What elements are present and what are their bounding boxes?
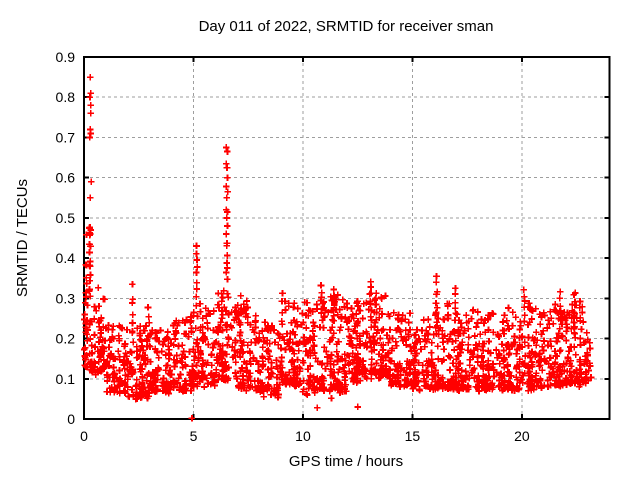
data-points [80, 73, 595, 422]
plot-border [83, 56, 611, 420]
svg-text:0: 0 [80, 428, 88, 444]
x-axis-label: GPS time / hours [289, 453, 403, 470]
svg-text:0.8: 0.8 [56, 89, 76, 105]
svg-text:5: 5 [190, 428, 198, 444]
svg-text:0: 0 [67, 411, 75, 427]
svg-text:15: 15 [405, 428, 421, 444]
svg-text:0.3: 0.3 [56, 290, 76, 306]
tick-labels: 0 5 10 15 20 0 0.1 0.2 0.3 0.4 0.5 0.6 0.7 0.8 0.9 [56, 49, 530, 444]
svg-text:0.6: 0.6 [56, 170, 76, 186]
svg-text:0.9: 0.9 [56, 49, 76, 65]
svg-text:0.2: 0.2 [56, 331, 76, 347]
svg-text:0.5: 0.5 [56, 210, 76, 226]
svg-text:10: 10 [295, 428, 311, 444]
y-axis-label: SRMTID / TECUs [14, 179, 31, 297]
svg-text:0.4: 0.4 [56, 250, 76, 266]
svg-text:20: 20 [514, 428, 530, 444]
svg-text:0.7: 0.7 [56, 129, 76, 145]
chart-title: Day 011 of 2022, SRMTID for receiver sma… [199, 18, 494, 35]
svg-text:0.1: 0.1 [56, 371, 76, 387]
